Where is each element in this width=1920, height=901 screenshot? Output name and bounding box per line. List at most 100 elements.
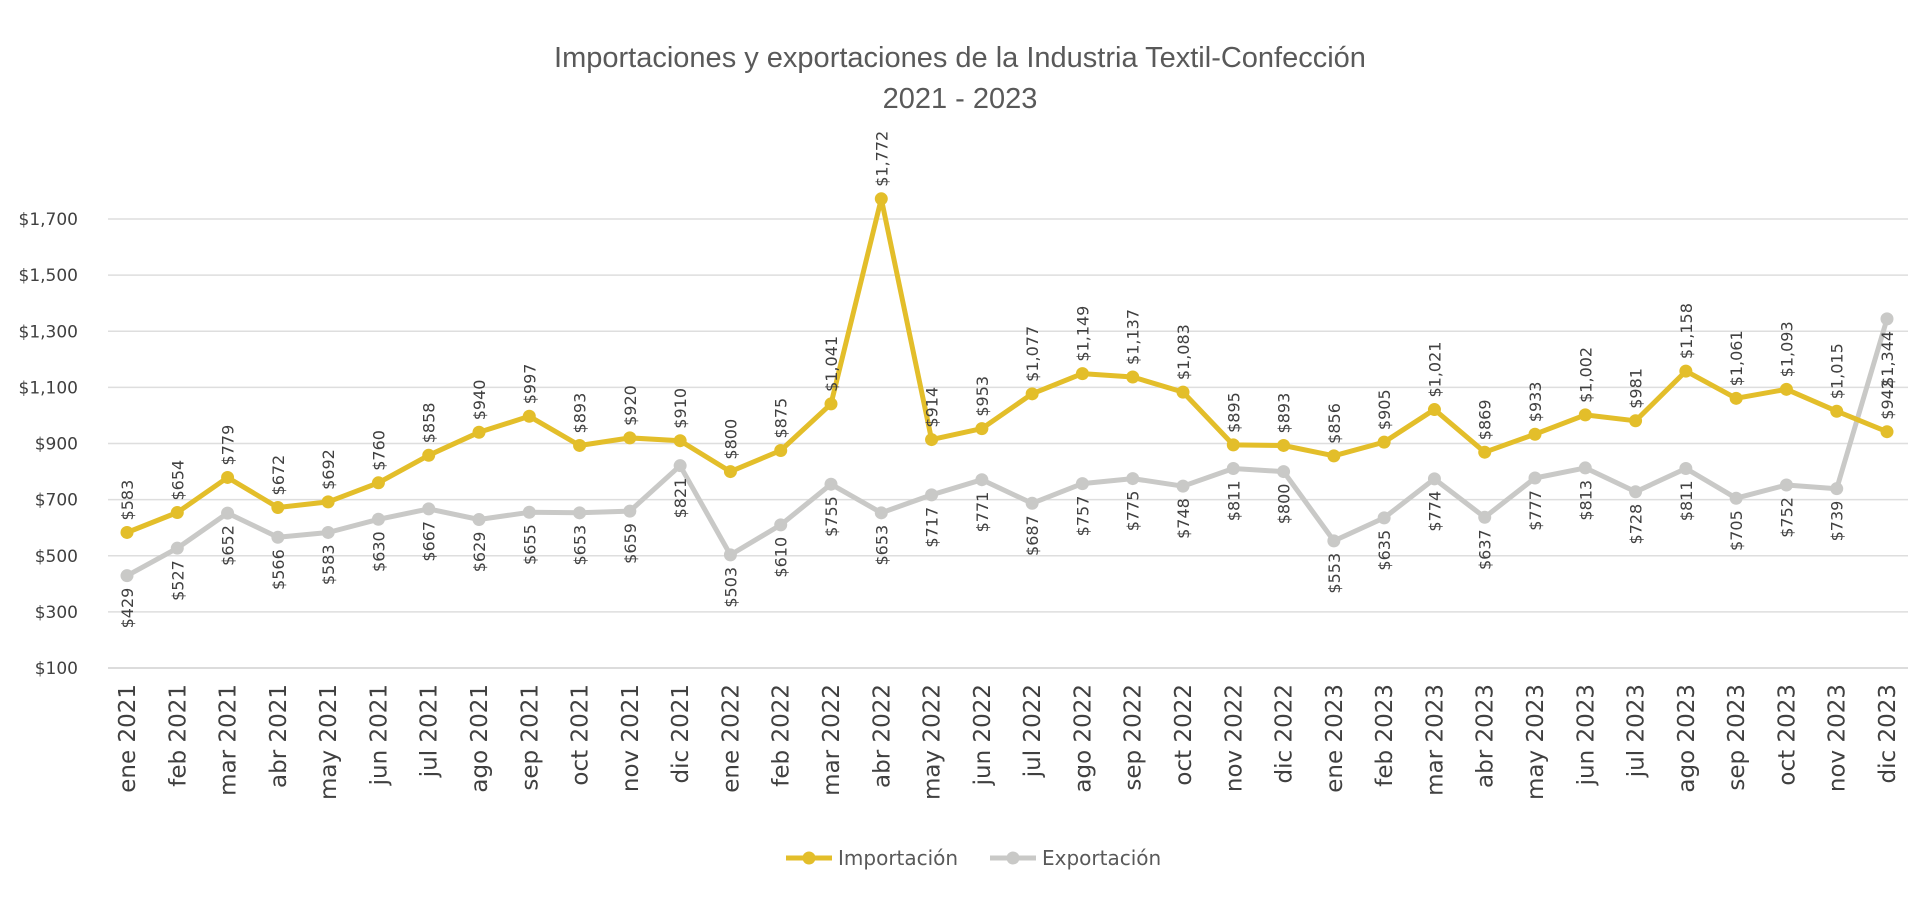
x-tick-label: nov 2021 bbox=[618, 684, 644, 792]
data-point bbox=[472, 513, 486, 527]
data-label-exportacion: $800 bbox=[1275, 484, 1294, 525]
data-label-exportacion: $739 bbox=[1828, 501, 1847, 542]
data-label-exportacion: $637 bbox=[1476, 529, 1495, 570]
data-label-importacion: $1,077 bbox=[1023, 326, 1042, 382]
data-point bbox=[1578, 408, 1592, 422]
data-point bbox=[774, 518, 788, 532]
data-point bbox=[1578, 461, 1592, 475]
data-label-exportacion: $630 bbox=[369, 531, 388, 572]
data-point bbox=[1528, 427, 1542, 441]
data-label-exportacion: $811 bbox=[1677, 480, 1696, 521]
x-tick-label: oct 2021 bbox=[568, 684, 594, 786]
x-tick-label: sep 2021 bbox=[517, 684, 543, 791]
series-layer bbox=[120, 192, 1894, 583]
data-point bbox=[522, 505, 536, 519]
data-point bbox=[1377, 435, 1391, 449]
data-label-exportacion: $659 bbox=[621, 523, 640, 564]
y-tick-label: $100 bbox=[35, 659, 78, 679]
data-point bbox=[321, 495, 335, 509]
data-label-importacion: $1,772 bbox=[872, 131, 891, 187]
y-tick-label: $1,100 bbox=[19, 378, 78, 398]
data-point bbox=[1629, 414, 1643, 428]
data-point bbox=[723, 548, 737, 562]
data-point bbox=[824, 477, 838, 491]
data-point bbox=[1277, 465, 1291, 479]
x-tick-label: sep 2022 bbox=[1121, 684, 1147, 791]
data-point bbox=[824, 397, 838, 411]
x-tick-label: feb 2021 bbox=[165, 684, 191, 787]
data-label-importacion: $760 bbox=[369, 430, 388, 471]
data-point bbox=[1126, 472, 1140, 486]
data-label-importacion: $895 bbox=[1224, 392, 1243, 433]
data-point bbox=[1679, 461, 1693, 475]
data-label-exportacion: $728 bbox=[1627, 504, 1646, 545]
data-point bbox=[573, 438, 587, 452]
x-tick-label: sep 2023 bbox=[1724, 684, 1750, 791]
data-label-exportacion: $667 bbox=[420, 521, 439, 562]
legend-swatch-marker bbox=[1006, 851, 1020, 865]
data-point bbox=[1830, 482, 1844, 496]
x-tick-label: oct 2022 bbox=[1171, 684, 1197, 786]
data-point bbox=[673, 459, 687, 473]
data-point bbox=[1025, 496, 1039, 510]
data-label-exportacion: $748 bbox=[1174, 498, 1193, 539]
data-label-importacion: $583 bbox=[118, 480, 137, 521]
x-tick-label: mar 2022 bbox=[819, 684, 845, 796]
data-point bbox=[874, 192, 888, 206]
data-label-exportacion: $752 bbox=[1777, 497, 1796, 538]
data-point bbox=[422, 448, 436, 462]
data-point bbox=[925, 488, 939, 502]
data-point bbox=[170, 506, 184, 520]
data-label-importacion: $875 bbox=[772, 398, 791, 439]
series-line-importacion bbox=[124, 196, 1890, 535]
data-label-exportacion: $811 bbox=[1224, 480, 1243, 521]
data-point bbox=[1176, 385, 1190, 399]
data-point bbox=[1075, 367, 1089, 381]
data-point bbox=[925, 433, 939, 447]
data-point bbox=[1075, 477, 1089, 491]
data-point bbox=[1427, 403, 1441, 417]
legend-item-exportacion: Exportación bbox=[990, 846, 1161, 870]
data-label-exportacion: $429 bbox=[118, 588, 137, 629]
x-tick-label: ene 2022 bbox=[718, 684, 744, 793]
data-point bbox=[623, 431, 637, 445]
x-tick-label: dic 2021 bbox=[668, 684, 694, 783]
data-point bbox=[673, 434, 687, 448]
data-label-importacion: $893 bbox=[1275, 393, 1294, 434]
data-label-exportacion: $1,344 bbox=[1878, 331, 1897, 387]
x-tick-label: jun 2022 bbox=[970, 684, 996, 786]
data-point bbox=[472, 425, 486, 439]
data-label-exportacion: $775 bbox=[1124, 491, 1143, 532]
data-label-importacion: $800 bbox=[721, 419, 740, 460]
data-label-exportacion: $610 bbox=[772, 537, 791, 578]
data-point bbox=[1528, 471, 1542, 485]
data-labels-layer: $583 $654 $779 $672 $692 $760 $858 $940 $997 $893… bbox=[118, 131, 1897, 629]
x-tick-label: ago 2022 bbox=[1070, 684, 1096, 793]
data-label-importacion: $910 bbox=[671, 388, 690, 429]
legend: Importación Exportación bbox=[786, 846, 1161, 870]
data-label-importacion: $940 bbox=[470, 380, 489, 421]
data-label-exportacion: $813 bbox=[1576, 480, 1595, 521]
x-tick-label: may 2023 bbox=[1523, 684, 1549, 800]
data-point bbox=[874, 506, 888, 520]
data-point bbox=[573, 506, 587, 520]
y-axis: $100 $300 $500 $700 $900 $1,100 $1,300 $1,500 $1… bbox=[19, 210, 78, 679]
x-tick-label: may 2021 bbox=[316, 684, 342, 800]
data-label-exportacion: $774 bbox=[1425, 491, 1444, 532]
x-tick-label: nov 2022 bbox=[1221, 684, 1247, 792]
x-tick-label: dic 2023 bbox=[1875, 684, 1901, 783]
data-label-importacion: $981 bbox=[1627, 368, 1646, 409]
data-label-importacion: $1,149 bbox=[1073, 306, 1092, 362]
legend-label: Exportación bbox=[1042, 846, 1161, 870]
data-label-exportacion: $629 bbox=[470, 532, 489, 573]
data-point bbox=[1126, 370, 1140, 384]
data-point bbox=[422, 502, 436, 516]
data-label-importacion: $1,015 bbox=[1828, 343, 1847, 399]
data-label-importacion: $933 bbox=[1526, 382, 1545, 423]
data-point bbox=[1226, 461, 1240, 475]
data-point bbox=[975, 422, 989, 436]
data-label-importacion: $914 bbox=[923, 387, 942, 428]
data-label-importacion: $858 bbox=[420, 403, 439, 444]
data-label-exportacion: $653 bbox=[571, 525, 590, 566]
data-point bbox=[371, 476, 385, 490]
